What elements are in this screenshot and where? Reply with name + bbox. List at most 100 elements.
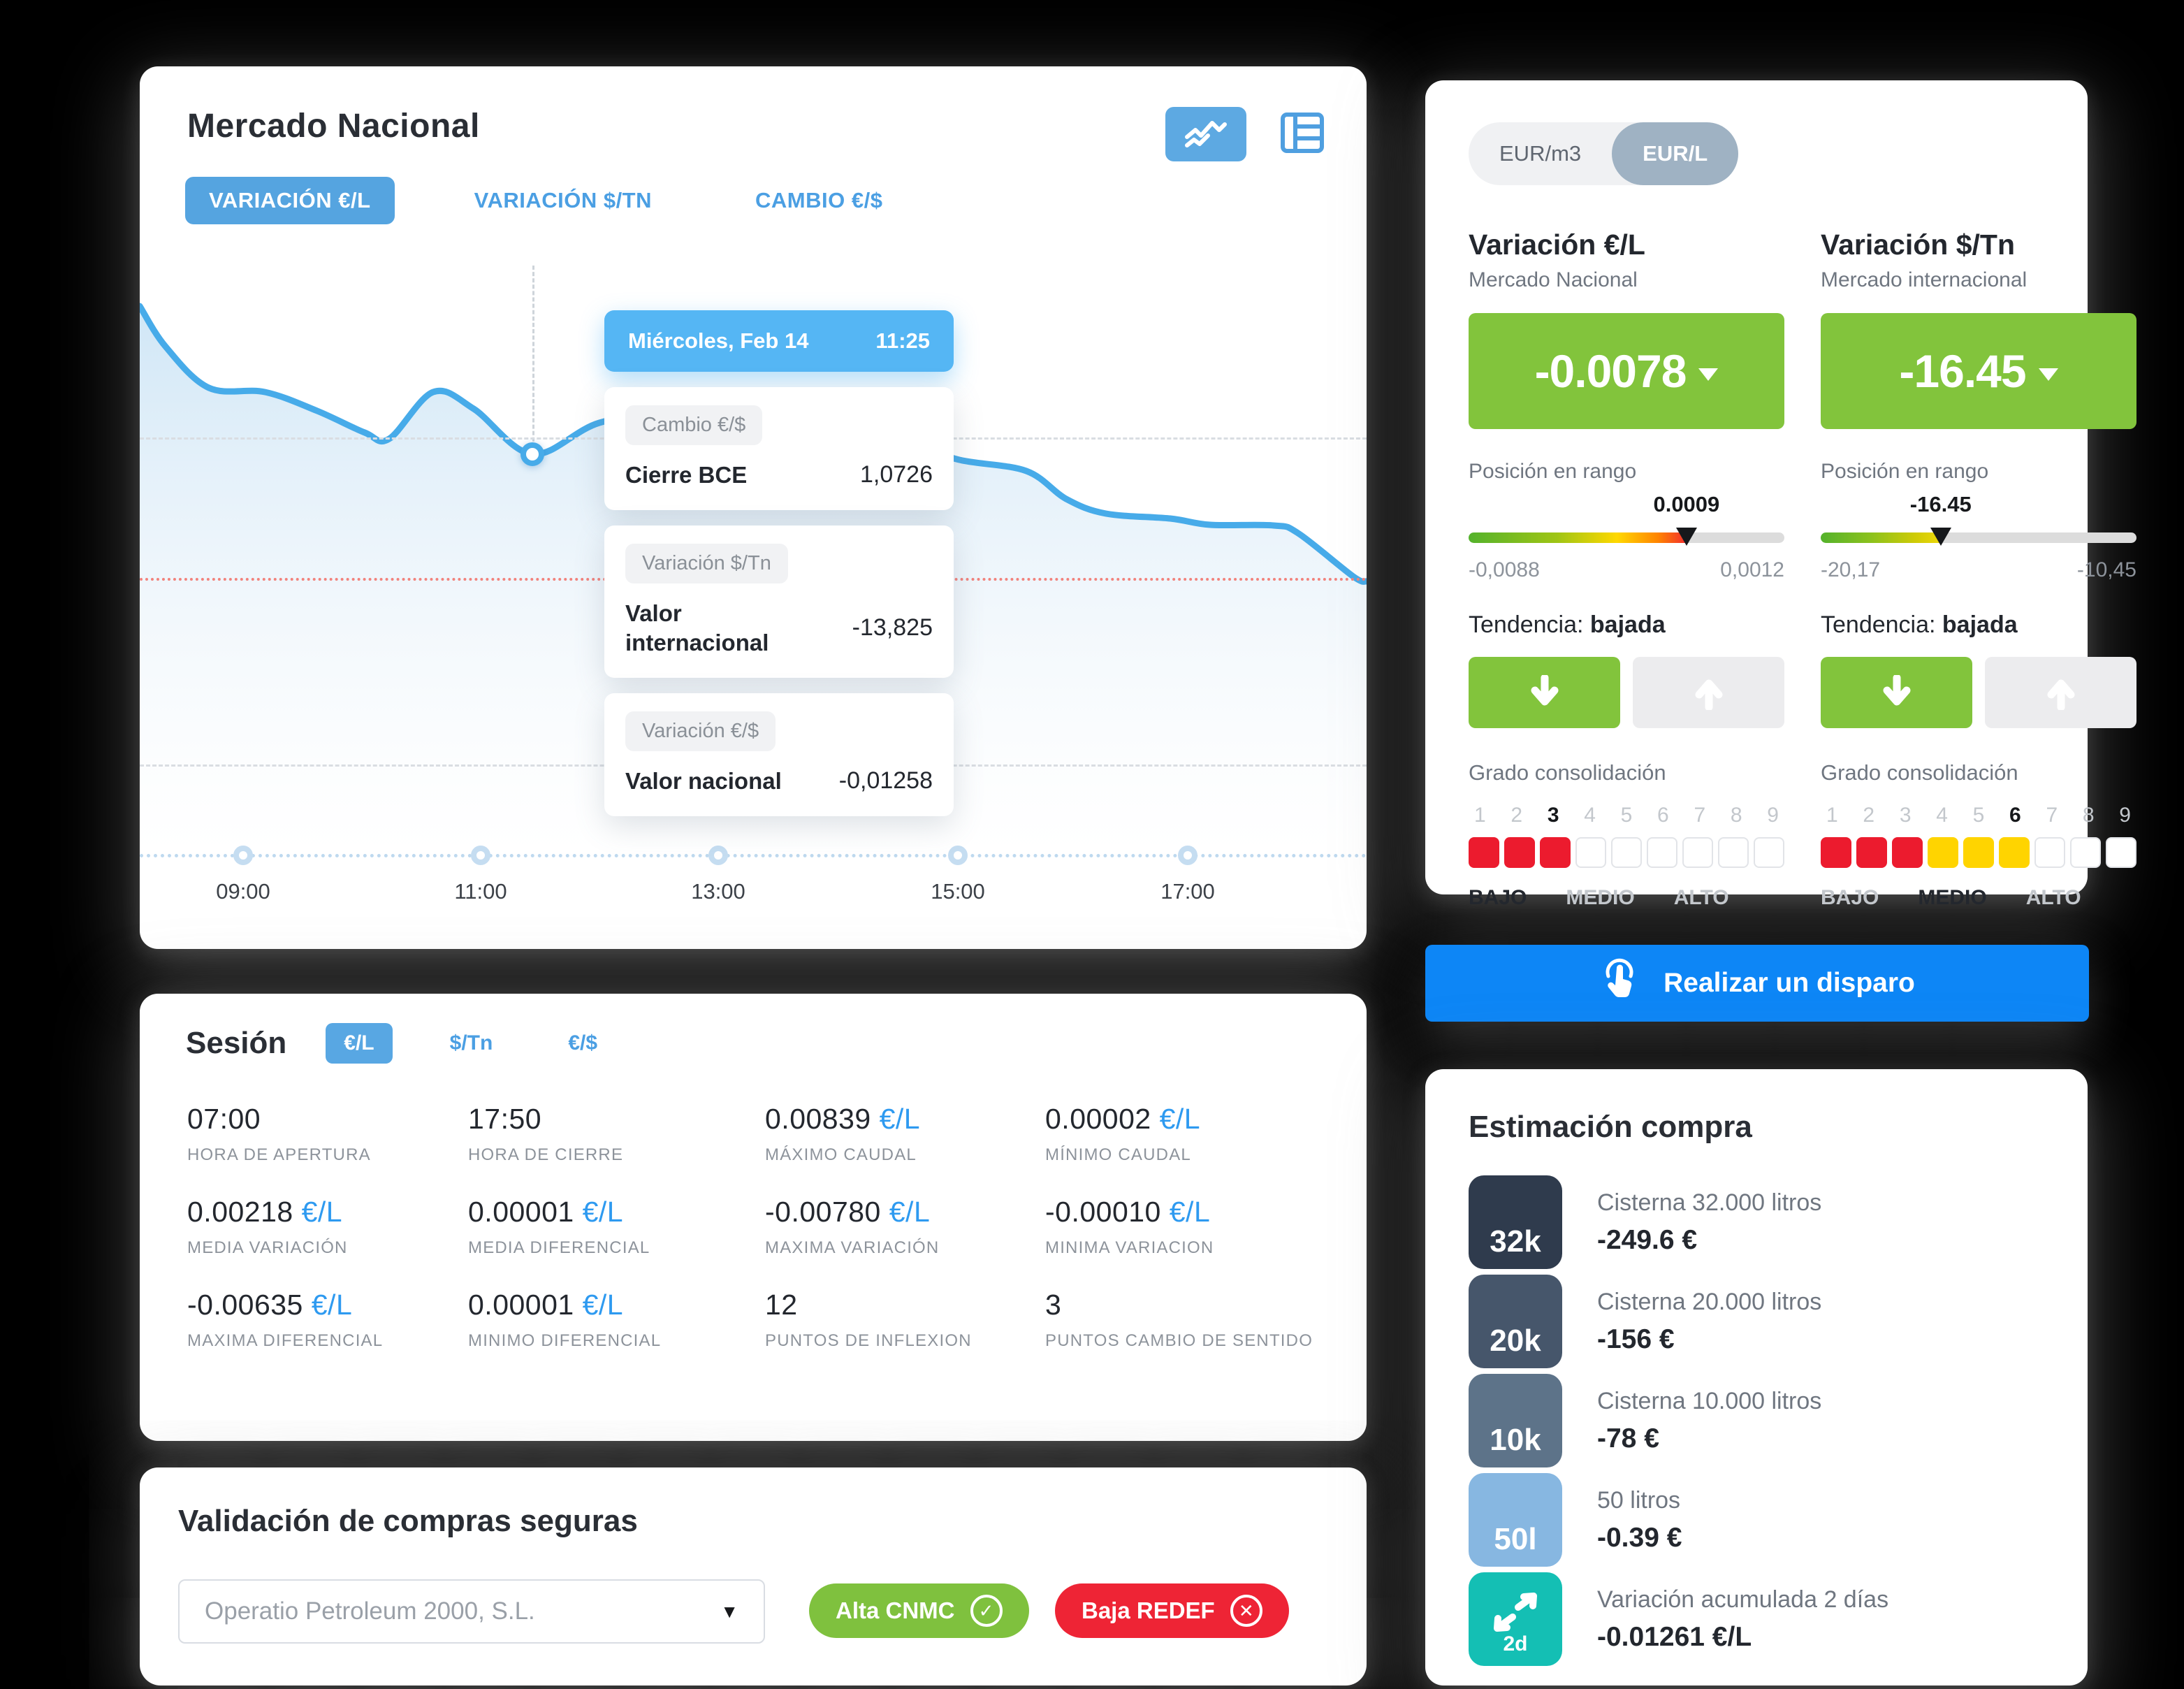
stat-label: MEDIA DIFERENCIAL xyxy=(468,1238,650,1257)
arrow-down-icon xyxy=(1883,675,1910,706)
toggle-eur-l[interactable]: EUR/L xyxy=(1612,122,1739,185)
stat-label: MAXIMA DIFERENCIAL xyxy=(187,1331,384,1350)
estimacion-row[interactable]: 2d Variación acumulada 2 días -0.01261 €… xyxy=(1469,1572,2044,1666)
mercado-tabs: VARIACIÓN €/L VARIACIÓN $/TN CAMBIO €/$ xyxy=(185,177,906,224)
check-circle-icon: ✓ xyxy=(970,1595,1003,1627)
stat-value: 0.00001 €/L xyxy=(468,1289,624,1321)
selected-data-point[interactable] xyxy=(520,442,544,466)
sesion-title: Sesión xyxy=(186,1026,287,1060)
stat-value: -0.00635 €/L xyxy=(187,1289,353,1321)
range-max: 0,0012 xyxy=(1720,558,1784,581)
range-slider[interactable]: 0.0009 xyxy=(1469,492,1784,546)
trend-up-button[interactable] xyxy=(1985,657,2136,728)
grade-number: 1 xyxy=(1826,804,1838,827)
stat-unit: €/L xyxy=(871,1103,921,1135)
badge-label: 2d xyxy=(1503,1632,1528,1655)
stat-unit: €/L xyxy=(303,1289,353,1321)
sesion-stat: 17:50 HORA DE CIERRE xyxy=(468,1103,765,1196)
range-current-value: 0.0009 xyxy=(1653,492,1720,516)
grade-number: 6 xyxy=(2009,804,2021,827)
alta-cnmc-button[interactable]: Alta CNMC ✓ xyxy=(809,1583,1029,1638)
tooltip-label: Valor internacional xyxy=(625,600,769,655)
sesion-tab-usd-tn[interactable]: $/Tn xyxy=(449,1031,493,1054)
baja-redef-button[interactable]: Baja REDEF ✕ xyxy=(1055,1583,1289,1638)
stat-unit: €/L xyxy=(574,1196,624,1228)
grade-square xyxy=(1611,837,1642,868)
grade-level-medio: MEDIO xyxy=(1566,886,1635,909)
grade-number: 7 xyxy=(2046,804,2058,827)
tooltip-row-variacion-eur: Variación €/$ Valor nacional -0,01258 xyxy=(604,693,954,816)
range-min: -0,0088 xyxy=(1469,558,1540,581)
range-min: -20,17 xyxy=(1821,558,1881,581)
operator-dropdown[interactable]: Operatio Petroleum 2000, S.L. ▼ xyxy=(178,1579,765,1644)
grade-levels: BAJO MEDIO ALTO xyxy=(1469,886,1784,910)
grade-number: 2 xyxy=(1510,804,1523,827)
range-slider[interactable]: -16.45 xyxy=(1821,492,2136,546)
sesion-card: Sesión €/L $/Tn €/$ 07:00 HORA DE APERTUR… xyxy=(140,994,1367,1441)
estimacion-row[interactable]: 50l 50 litros -0.39 € xyxy=(1469,1473,2044,1567)
estimacion-row-label: 50 litros xyxy=(1597,1486,1681,1514)
grade-square xyxy=(1575,837,1606,868)
badge-label: 50l xyxy=(1494,1522,1537,1556)
toggle-eur-m3[interactable]: EUR/m3 xyxy=(1499,141,1582,166)
capacity-badge: 10k xyxy=(1469,1374,1562,1467)
chevron-down-icon xyxy=(2038,368,2058,381)
stat-unit: €/L xyxy=(1151,1103,1201,1135)
estimacion-row[interactable]: 32k Cisterna 32.000 litros -249.6 € xyxy=(1469,1175,2044,1269)
grade-square xyxy=(1718,837,1749,868)
trend-down-button[interactable] xyxy=(1821,657,1972,728)
arrow-up-icon xyxy=(1695,679,1722,710)
chart-view-button[interactable] xyxy=(1165,107,1246,161)
estimacion-row[interactable]: 10k Cisterna 10.000 litros -78 € xyxy=(1469,1374,2044,1467)
sesion-stat: 0.00002 €/L MÍNIMO CAUDAL xyxy=(1045,1103,1339,1196)
range-marker-icon[interactable] xyxy=(1675,528,1697,546)
big-value-dropdown[interactable]: -16.45 xyxy=(1821,313,2136,429)
trend-down-button[interactable] xyxy=(1469,657,1620,728)
grade-square xyxy=(2034,837,2065,868)
table-view-button[interactable] xyxy=(1280,112,1325,157)
grade-square xyxy=(1540,837,1571,868)
estimacion-row-label: Cisterna 20.000 litros xyxy=(1597,1288,1822,1315)
trend-up-button[interactable] xyxy=(1633,657,1784,728)
sesion-stat: 0.00001 €/L MINIMO DIFERENCIAL xyxy=(468,1289,765,1382)
validacion-card: Validación de compras seguras Operatio P… xyxy=(140,1467,1367,1686)
badge-label: 20k xyxy=(1490,1324,1541,1358)
grade-number: 5 xyxy=(1972,804,1985,827)
tab-variacion-usd-tn[interactable]: VARIACIÓN $/TN xyxy=(474,188,653,212)
sesion-tab-eur-usd[interactable]: €/$ xyxy=(568,1031,598,1054)
grade-square xyxy=(1892,837,1923,868)
grade-number: 1 xyxy=(1474,804,1486,827)
estimacion-row-label: Cisterna 32.000 litros xyxy=(1597,1189,1822,1216)
tooltip-value: -0,01258 xyxy=(838,767,933,794)
grade-scale: 1 2 3 4 5 6 7 8 9 xyxy=(1469,804,1784,827)
sesion-tab-eur-l[interactable]: €/L xyxy=(326,1023,393,1064)
tooltip-date: Miércoles, Feb 14 xyxy=(628,328,809,353)
tooltip-chip: Variación $/Tn xyxy=(625,544,788,584)
realizar-disparo-button[interactable]: Realizar un disparo xyxy=(1425,945,2089,1022)
range-marker-icon[interactable] xyxy=(1930,528,1951,546)
tab-cambio-eur-usd[interactable]: CAMBIO €/$ xyxy=(755,188,883,212)
estimacion-row[interactable]: 20k Cisterna 20.000 litros -156 € xyxy=(1469,1275,2044,1368)
grade-number: 8 xyxy=(1730,804,1742,827)
grade-square xyxy=(1754,837,1784,868)
sesion-stat: 0.00839 €/L MÁXIMO CAUDAL xyxy=(765,1103,1045,1196)
x-tick-label: 13:00 xyxy=(691,879,745,904)
big-value-dropdown[interactable]: -0.0078 xyxy=(1469,313,1784,429)
tap-icon xyxy=(1599,958,1640,1008)
arrow-up-icon xyxy=(2047,679,2074,710)
selected-time-guideline xyxy=(532,266,534,454)
line-chart-icon xyxy=(1184,117,1228,152)
trend-text: Tendencia: bajada xyxy=(1469,611,1666,638)
grade-level-alto: ALTO xyxy=(1673,886,1729,909)
capacity-badge: 20k xyxy=(1469,1275,1562,1368)
tab-variacion-eur-l[interactable]: VARIACIÓN €/L xyxy=(185,177,395,224)
range-current-value: -16.45 xyxy=(1909,492,1972,516)
badge-label: 32k xyxy=(1490,1224,1541,1259)
estimacion-row-value: -156 € xyxy=(1597,1324,1675,1354)
grade-level-alto: ALTO xyxy=(2025,886,2081,909)
grade-squares xyxy=(1821,837,2136,868)
mercado-nacional-card: Mercado Nacional VARIACIÓN €/L VARIACIÓN… xyxy=(140,66,1367,949)
grade-levels: BAJO MEDIO ALTO xyxy=(1821,886,2136,910)
stat-label: MINIMA VARIACION xyxy=(1045,1238,1214,1257)
stat-value: -0.00780 €/L xyxy=(765,1196,931,1228)
